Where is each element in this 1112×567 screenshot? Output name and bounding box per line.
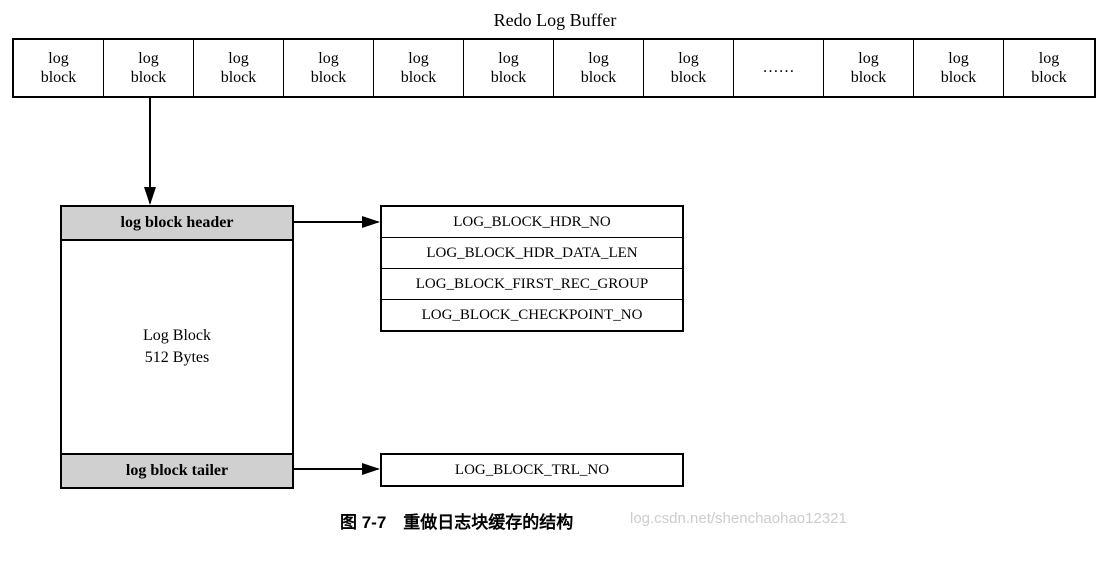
log-block-body: Log Block 512 Bytes	[62, 241, 292, 453]
log-block-header: log block header	[62, 207, 292, 241]
tailer-field-row: LOG_BLOCK_TRL_NO	[382, 455, 682, 485]
header-field-row: LOG_BLOCK_HDR_DATA_LEN	[382, 238, 682, 269]
figure-caption: 图 7-7 重做日志块缓存的结构	[340, 508, 573, 533]
header-fields-table: LOG_BLOCK_HDR_NOLOG_BLOCK_HDR_DATA_LENLO…	[380, 205, 684, 332]
diagram-container: Redo Log Buffer logblocklogblocklogblock…	[10, 10, 1100, 557]
tailer-fields-table: LOG_BLOCK_TRL_NO	[380, 453, 684, 487]
header-field-row: LOG_BLOCK_CHECKPOINT_NO	[382, 300, 682, 330]
log-block-structure: log block header Log Block 512 Bytes log…	[60, 205, 294, 489]
log-block-body-line1: Log Block	[143, 325, 211, 347]
log-block-body-line2: 512 Bytes	[145, 347, 209, 369]
watermark-text: log.csdn.net/shenchaohao12321	[630, 510, 847, 527]
header-field-row: LOG_BLOCK_HDR_NO	[382, 207, 682, 238]
log-block-tailer: log block tailer	[62, 453, 292, 487]
header-field-row: LOG_BLOCK_FIRST_REC_GROUP	[382, 269, 682, 300]
